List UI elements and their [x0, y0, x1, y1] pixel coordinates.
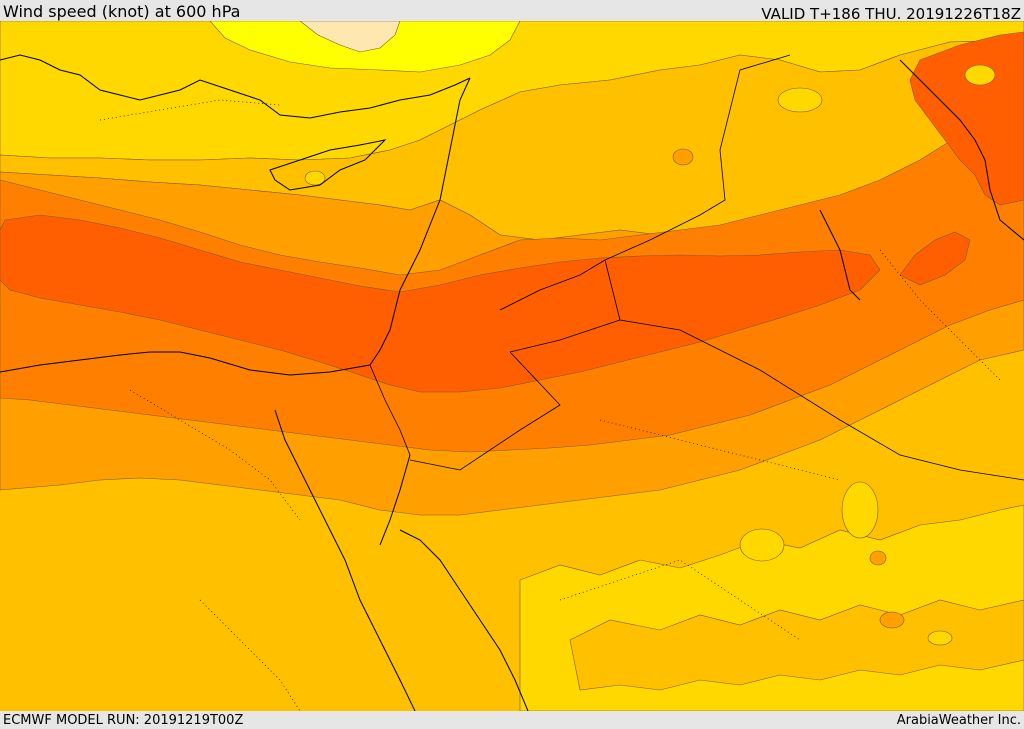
wind-band-red-orange-east [899, 231, 971, 286]
wind-cell-gold-2 [841, 481, 879, 539]
wind-speed-map-canvas [0, 21, 1024, 711]
coastline-red-sea [399, 529, 529, 711]
border-egypt-israel [369, 364, 411, 456]
coastline-egypt-north [0, 351, 371, 376]
wind-band-red-orange-northeast [909, 31, 1024, 206]
wind-cell-gold-4 [304, 170, 326, 186]
coastline-turkey [0, 54, 471, 119]
wind-cell-gold-3 [777, 87, 823, 113]
valid-time-label: VALID T+186 THU. 20191226T18Z [761, 5, 1021, 23]
model-run-label: ECMWF MODEL RUN: 20191219T00Z [3, 713, 244, 728]
wind-cell-orange-2 [869, 550, 887, 566]
wind-cell-gold-6 [964, 64, 996, 86]
boundary-iraq [879, 249, 1001, 381]
wind-band-lightest-north [299, 21, 401, 53]
coastline-sinai [274, 409, 416, 711]
coastline-levant [369, 77, 471, 366]
coastline-gulf-of-aqaba [379, 454, 411, 546]
country-borders [369, 54, 1024, 481]
wind-band-amber-south [569, 599, 1024, 691]
coastline-iran [899, 59, 1024, 241]
boundary-south [199, 599, 301, 711]
wind-band-red-orange-core [0, 214, 881, 393]
credit-label: ArabiaWeather Inc. [896, 713, 1021, 728]
wind-cell-gold-5 [927, 630, 953, 646]
border-saudi-jordan-south [409, 351, 561, 471]
internal-boundaries [99, 99, 1001, 711]
coastline-persian-gulf [819, 209, 861, 301]
wind-cell-gold-1 [739, 528, 785, 562]
wind-cell-orange-3 [879, 611, 905, 629]
wind-speed-map [0, 21, 1024, 711]
coastline-cyprus [269, 139, 387, 191]
footer-bar: ECMWF MODEL RUN: 20191219T00Z ArabiaWeat… [0, 711, 1024, 729]
map-title: Wind speed (knot) at 600 hPa [3, 2, 241, 21]
border-iraq-syria [604, 54, 791, 261]
wind-cell-orange-1 [672, 148, 694, 166]
header-bar: Wind speed (knot) at 600 hPa VALID T+186… [0, 0, 1024, 23]
border-saudi-iraq [619, 319, 1024, 481]
boundary-egypt [129, 389, 301, 521]
coastlines [0, 54, 1024, 711]
